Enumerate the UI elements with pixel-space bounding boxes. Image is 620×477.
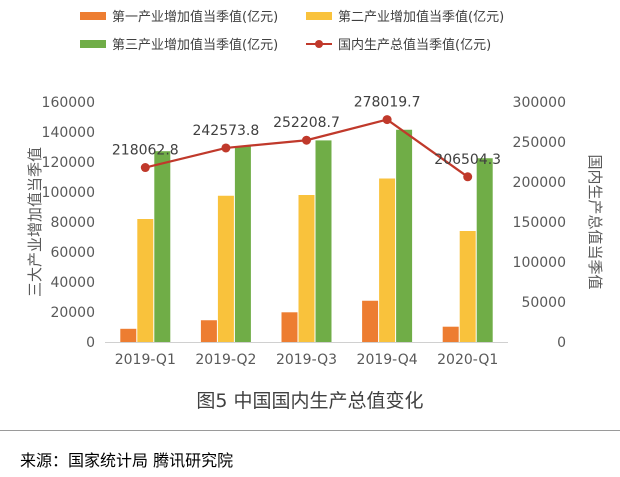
- y-tick-label: 20000: [50, 305, 95, 321]
- y2-tick-label: 300000: [513, 95, 566, 111]
- gdp-point: [463, 172, 473, 182]
- bar-1-2019-Q3: [281, 312, 298, 342]
- bar-2-2020-Q1: [459, 231, 476, 342]
- gdp-point: [382, 115, 392, 125]
- legend-item-primary-industry: 第一产业增加值当季值(亿元): [80, 6, 278, 25]
- bar-2-2019-Q2: [217, 195, 234, 342]
- y-tick-label: 120000: [42, 155, 95, 171]
- y2-tick-label: 0: [557, 335, 566, 351]
- bar-1-2020-Q1: [442, 326, 459, 342]
- bar-1-2019-Q1: [120, 328, 137, 342]
- chart-legend: 第一产业增加值当季值(亿元) 第二产业增加值当季值(亿元) 第三产业增加值当季值…: [0, 0, 620, 60]
- legend-label-gdp: 国内生产总值当季值(亿元): [338, 38, 492, 53]
- gdp-point: [302, 135, 311, 145]
- gdp-data-label: 218062.8: [112, 143, 179, 159]
- y-tick-label: 100000: [42, 185, 95, 201]
- bar-3-2020-Q1: [476, 158, 493, 342]
- y2-tick-label: 100000: [513, 255, 566, 271]
- legend-swatch-gdp: [306, 39, 332, 48]
- y2-tick-label: 50000: [521, 295, 566, 311]
- x-tick-label: 2019-Q4: [357, 352, 418, 368]
- y-tick-label: 140000: [42, 125, 95, 141]
- bar-2-2019-Q1: [137, 219, 154, 342]
- legend-item-tertiary-industry: 第三产业增加值当季值(亿元): [80, 34, 278, 53]
- legend-swatch-primary: [80, 11, 106, 20]
- y-tick-label: 160000: [42, 95, 95, 111]
- y-axis-title: 三大产业增加值当季值: [26, 147, 44, 297]
- legend-item-gdp: 国内生产总值当季值(亿元): [306, 34, 491, 53]
- legend-label-primary: 第一产业增加值当季值(亿元): [112, 10, 279, 25]
- bar-3-2019-Q1: [154, 151, 171, 342]
- source-note: 来源：国家统计局 腾讯研究院: [20, 451, 234, 470]
- gdp-data-label: 242573.8: [192, 123, 259, 139]
- legend-item-secondary-industry: 第二产业增加值当季值(亿元): [306, 6, 504, 25]
- y-tick-label: 40000: [50, 275, 95, 291]
- legend-label-tertiary: 第三产业增加值当季值(亿元): [112, 38, 279, 53]
- x-tick-label: 2019-Q1: [115, 352, 176, 368]
- y2-tick-label: 250000: [513, 135, 566, 151]
- y-tick-label: 60000: [50, 245, 95, 261]
- gdp-point: [140, 163, 150, 173]
- bar-1-2019-Q4: [362, 300, 379, 342]
- legend-label-secondary: 第二产业增加值当季值(亿元): [338, 10, 505, 25]
- legend-swatch-tertiary: [80, 39, 106, 48]
- bar-3-2019-Q4: [396, 129, 413, 342]
- gdp-data-label: 278019.7: [354, 95, 421, 111]
- bar-2-2019-Q3: [298, 195, 315, 342]
- gdp-data-label: 252208.7: [273, 115, 340, 131]
- figure-caption: 图5 中国国内生产总值变化: [196, 390, 424, 412]
- gdp-point: [221, 143, 231, 153]
- divider: [0, 430, 620, 431]
- y-tick-label: 0: [86, 335, 95, 351]
- y2-tick-label: 150000: [513, 215, 566, 231]
- bar-2-2019-Q4: [379, 178, 396, 342]
- x-tick-label: 2019-Q2: [195, 352, 256, 368]
- bar-1-2019-Q2: [200, 320, 217, 342]
- y-tick-label: 80000: [50, 215, 95, 231]
- bar-3-2019-Q3: [315, 140, 332, 342]
- x-tick-label: 2020-Q1: [437, 352, 498, 368]
- y2-axis-title: 国内生产总值当季值: [586, 154, 604, 289]
- legend-swatch-secondary: [306, 11, 332, 20]
- y2-tick-label: 200000: [513, 175, 566, 191]
- x-tick-label: 2019-Q3: [276, 352, 337, 368]
- gdp-data-label: 206504.3: [434, 152, 501, 168]
- bar-3-2019-Q2: [234, 146, 251, 342]
